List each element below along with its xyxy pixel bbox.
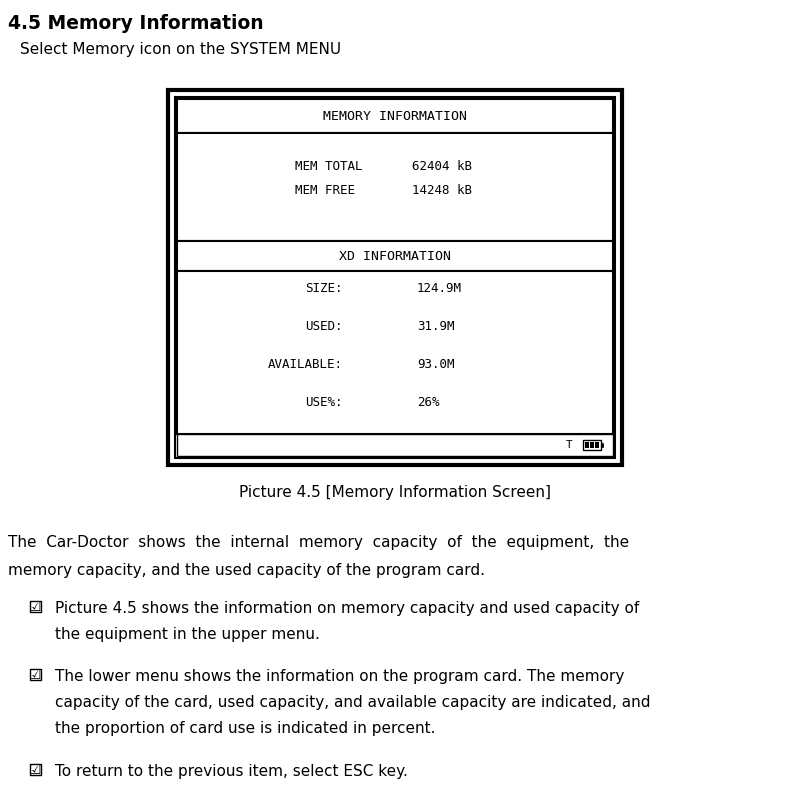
Bar (177, 271, 613, 434)
Text: AVAILABLE:: AVAILABLE: (267, 358, 342, 371)
Text: SIZE:: SIZE: (305, 282, 342, 295)
Bar (177, 133, 613, 241)
Bar (590, 442, 594, 448)
Text: The  Car-Doctor  shows  the  internal  memory  capacity  of  the  equipment,  th: The Car-Doctor shows the internal memory… (8, 535, 629, 550)
Text: USE%:: USE%: (305, 396, 342, 409)
Bar (595, 442, 599, 448)
Bar (30, 601, 41, 612)
Text: Select Memory icon on the SYSTEM MENU: Select Memory icon on the SYSTEM MENU (20, 42, 341, 57)
Text: 26%: 26% (417, 396, 440, 409)
Text: 93.0M: 93.0M (417, 358, 454, 371)
Text: ☑: ☑ (30, 763, 41, 776)
Text: MEM TOTAL: MEM TOTAL (294, 160, 362, 173)
Text: MEM FREE: MEM FREE (294, 185, 355, 198)
Text: 124.9M: 124.9M (417, 282, 462, 295)
Text: memory capacity, and the used capacity of the program card.: memory capacity, and the used capacity o… (8, 563, 485, 578)
Text: The lower menu shows the information on the program card. The memory: The lower menu shows the information on … (55, 669, 624, 684)
Text: ☑: ☑ (30, 667, 41, 681)
Text: Picture 4.5 shows the information on memory capacity and used capacity of: Picture 4.5 shows the information on mem… (55, 601, 639, 616)
Text: To return to the previous item, select ESC key.: To return to the previous item, select E… (55, 764, 408, 779)
Text: capacity of the card, used capacity, and available capacity are indicated, and: capacity of the card, used capacity, and… (55, 695, 650, 710)
Text: Picture 4.5 [Memory Information Screen]: Picture 4.5 [Memory Information Screen] (239, 485, 551, 500)
Text: 4.5 Memory Information: 4.5 Memory Information (8, 14, 263, 33)
Bar (601, 443, 603, 447)
Bar (177, 434, 613, 456)
Bar (175, 97, 615, 458)
Text: the proportion of card use is indicated in percent.: the proportion of card use is indicated … (55, 721, 436, 736)
Text: T: T (566, 440, 572, 450)
Bar (30, 669, 41, 680)
Text: MEMORY INFORMATION: MEMORY INFORMATION (323, 110, 467, 123)
Bar (177, 99, 613, 133)
Bar (177, 241, 613, 271)
Text: 14248 kB: 14248 kB (413, 185, 472, 198)
Text: 31.9M: 31.9M (417, 320, 454, 333)
Bar (30, 764, 41, 775)
Text: 62404 kB: 62404 kB (413, 160, 472, 173)
Bar (585, 442, 589, 448)
Text: ☑: ☑ (30, 600, 41, 613)
Bar (583, 440, 601, 450)
Text: XD INFORMATION: XD INFORMATION (339, 249, 451, 262)
Bar (168, 90, 622, 465)
Text: the equipment in the upper menu.: the equipment in the upper menu. (55, 627, 320, 642)
Text: USED:: USED: (305, 320, 342, 333)
